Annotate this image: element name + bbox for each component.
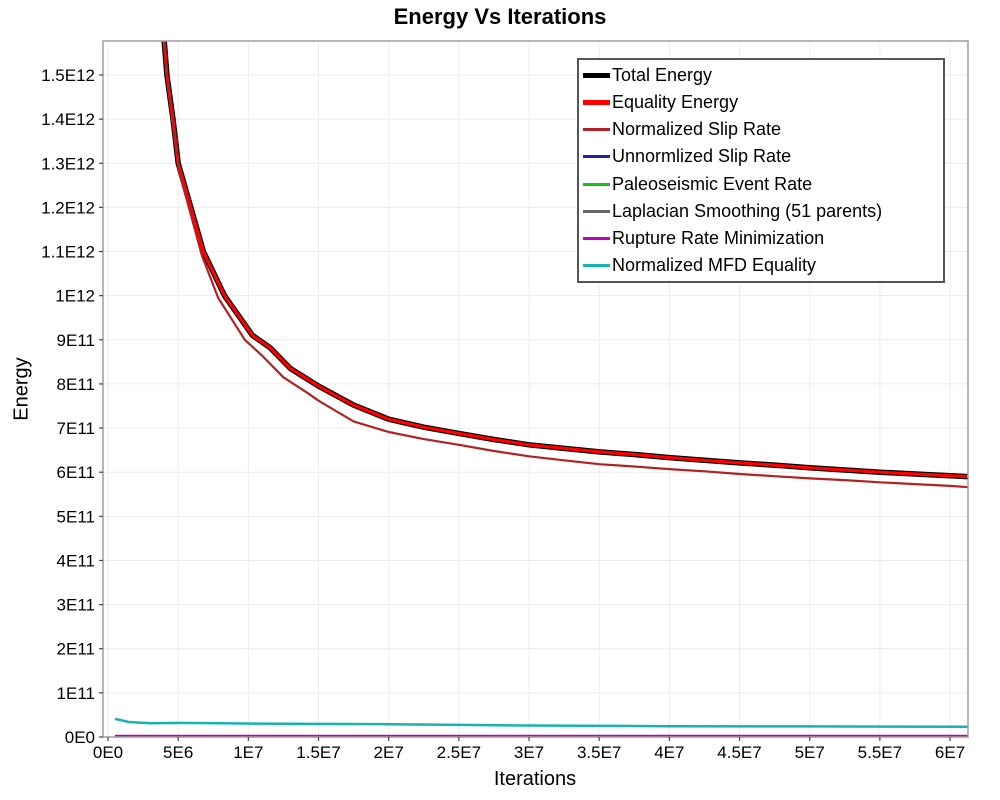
y-tick-label: 1.4E12	[41, 110, 95, 129]
series-line-normalized-slip-rate	[162, 41, 968, 489]
x-tick-label: 5E6	[163, 743, 193, 762]
series-line-normalized-mfd-equality	[114, 717, 968, 729]
legend-label: Total Energy	[612, 65, 713, 86]
legend-label: Laplacian Smoothing (51 parents)	[612, 200, 883, 221]
tick-marks	[99, 74, 951, 741]
legend-swatch	[583, 128, 610, 132]
y-tick-label: 1.3E12	[41, 154, 95, 173]
legend-label: Normalized Slip Rate	[612, 119, 782, 140]
legend-swatch	[583, 263, 610, 267]
y-tick-label: 3E11	[57, 596, 95, 615]
legend-label: Unnormlized Slip Rate	[612, 146, 792, 167]
legend-swatch	[583, 236, 610, 240]
legend-swatch	[583, 100, 610, 106]
legend-item-rupture-rate-minimization: Rupture Rate Minimization	[583, 225, 939, 251]
legend-item-laplacian-smoothing-51-parents: Laplacian Smoothing (51 parents)	[583, 198, 939, 224]
legend-label: Rupture Rate Minimization	[612, 227, 825, 248]
x-tick-label: 3.5E7	[577, 743, 621, 762]
legend-swatch	[583, 73, 610, 79]
plot-border	[102, 40, 969, 738]
x-tick-labels: 0E0 5E6 1E7 1.5E7 2E7 2.5E7 3E7 3.5E7 4E7 4.5E7 5E…	[93, 743, 965, 762]
x-tick-label: 1E7	[233, 743, 263, 762]
legend-item-normalized-slip-rate: Normalized Slip Rate	[583, 117, 939, 143]
x-axis-label: Iterations	[493, 768, 577, 790]
y-tick-label: 2E11	[57, 640, 95, 659]
chart-title: Energy Vs Iterations	[393, 4, 607, 29]
legend: Total Energy Equality Energy Normalized Sl…	[577, 58, 945, 283]
y-tick-label: 1E12	[55, 287, 95, 306]
y-axis-label: Energy	[10, 357, 33, 421]
legend-swatch	[583, 182, 610, 186]
y-tick-labels: 0E0 1E11 2E11 3E11 4E11 5E11 6E11 7E11 8E11 9E11 1…	[41, 66, 95, 747]
x-tick-label: 0E0	[93, 743, 123, 762]
y-tick-label: 1.5E12	[41, 66, 95, 85]
y-tick-label: 8E11	[57, 375, 95, 394]
legend-item-total-energy: Total Energy	[583, 63, 939, 89]
y-tick-label: 1.2E12	[41, 198, 95, 217]
legend-label: Normalized MFD Equality	[612, 254, 817, 275]
x-tick-label: 3E7	[514, 743, 544, 762]
legend-label: Paleoseismic Event Rate	[612, 173, 813, 194]
legend-item-equality-energy: Equality Energy	[583, 90, 939, 116]
legend-swatch	[583, 209, 610, 213]
x-tick-label: 6E7	[935, 743, 965, 762]
x-tick-label: 4E7	[654, 743, 684, 762]
y-tick-label: 7E11	[57, 419, 95, 438]
legend-label: Equality Energy	[612, 92, 739, 113]
y-tick-label: 4E11	[57, 551, 95, 570]
y-tick-label: 9E11	[57, 331, 95, 350]
legend-item-paleoseismic-event-rate: Paleoseismic Event Rate	[583, 171, 939, 197]
x-tick-label: 5E7	[795, 743, 825, 762]
x-tick-label: 5.5E7	[858, 743, 902, 762]
y-tick-label: 5E11	[57, 507, 95, 526]
x-tick-label: 2E7	[374, 743, 404, 762]
x-tick-label: 2.5E7	[437, 743, 481, 762]
x-tick-label: 4.5E7	[717, 743, 761, 762]
legend-swatch	[583, 155, 610, 159]
y-tick-label: 1.1E12	[41, 243, 95, 262]
series-line-equality-energy	[162, 41, 968, 479]
legend-item-normalized-mfd-equality: Normalized MFD Equality	[583, 252, 939, 278]
y-tick-label: 1E11	[57, 684, 95, 703]
y-tick-label: 6E11	[57, 463, 95, 482]
legend-item-unnormlized-slip-rate: Unnormlized Slip Rate	[583, 144, 939, 170]
y-tick-label: 0E0	[65, 728, 95, 747]
x-tick-label: 1.5E7	[296, 743, 340, 762]
